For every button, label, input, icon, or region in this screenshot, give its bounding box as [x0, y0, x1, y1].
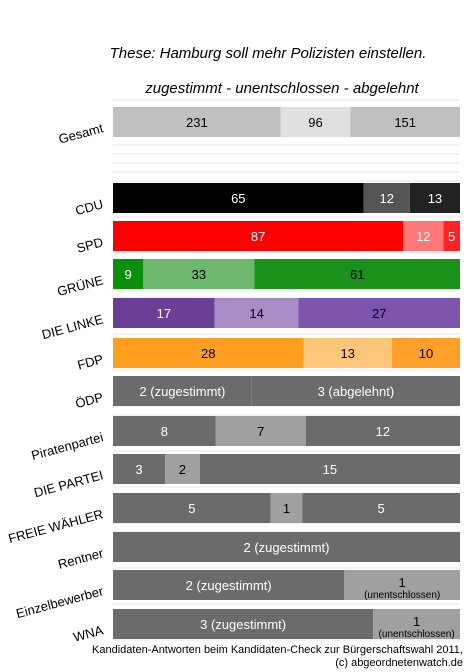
bar-segment-unentschlossen	[280, 107, 351, 137]
category-label: FREIE WÄHLER	[7, 506, 105, 546]
bar-segment-zugestimmt	[113, 107, 281, 137]
category-label: FDP	[76, 351, 105, 372]
bar-value-label: 14	[249, 306, 263, 321]
bar-segment-unentschlossen	[373, 609, 460, 639]
bar-value-label: 2	[179, 462, 186, 477]
bar-value-label: 3 (abgelehnt)	[318, 384, 395, 399]
bar-value-label: 5	[378, 501, 385, 516]
bar-segment-unentschlossen	[303, 338, 392, 368]
bar-value-label: 17	[157, 306, 171, 321]
bar-segment-zugestimmt	[113, 570, 345, 600]
bar-value-label: 151	[394, 115, 416, 130]
bar-value-label: 2 (zugestimmt)	[186, 578, 272, 593]
bar-value-label: 2 (zugestimmt)	[244, 540, 330, 555]
bar-segment-unentschlossen	[270, 493, 303, 523]
bar-value-label: 13	[428, 191, 442, 206]
bar-segment-abgelehnt	[251, 376, 460, 406]
bar-value-label: 12	[416, 229, 430, 244]
bar-value-label: 87	[251, 229, 265, 244]
bar-value-label: 61	[350, 267, 364, 282]
bar-segment-unentschlossen	[344, 570, 460, 600]
bar-value-label: 2 (zugestimmt)	[139, 384, 225, 399]
bar-segment-zugestimmt	[113, 376, 252, 406]
bar-segment-zugestimmt	[113, 454, 166, 484]
bar-segment-zugestimmt	[113, 493, 271, 523]
bar-segment-zugestimmt	[113, 298, 215, 328]
bar-value-label: 15	[323, 462, 337, 477]
bar-segment-abgelehnt	[391, 338, 460, 368]
bar-segment-unentschlossen	[143, 259, 255, 289]
bar-segment-zugestimmt	[113, 416, 216, 446]
bar-segment-abgelehnt	[254, 259, 460, 289]
category-label: Rentner	[56, 545, 105, 572]
bar-segment-zugestimmt	[113, 183, 364, 213]
bar-value-label: 9	[125, 267, 132, 282]
bar-segment-abgelehnt	[350, 107, 460, 137]
category-label: Piratenpartei	[30, 429, 105, 463]
bar-value-label: 33	[192, 267, 206, 282]
bar-segment-abgelehnt	[443, 221, 460, 251]
bar-value-label: 3	[135, 462, 142, 477]
bar-value-label: 96	[308, 115, 322, 130]
bar-segment-zugestimmt	[113, 221, 404, 251]
category-labels: Gesamt CDU SPD GRÜNE DIE LINKE FDP ÖDP Piratenp…	[7, 120, 106, 644]
bar-value-label: 8	[161, 424, 168, 439]
bar-value-label: 28	[201, 346, 215, 361]
category-label: ÖDP	[74, 389, 105, 411]
bar-segment-abgelehnt	[199, 454, 460, 484]
bar-segment-unentschlossen	[165, 454, 200, 484]
bar-segment-zugestimmt	[113, 259, 144, 289]
category-label: DIE LINKE	[40, 311, 105, 342]
category-label: DIE PARTEI	[32, 467, 105, 500]
bar-value-label: 1 (unentschlossen)	[364, 575, 440, 601]
category-label: Einzelbewerber	[14, 583, 105, 621]
bar-value-label: 27	[372, 306, 386, 321]
bar-value-label: 12	[380, 191, 394, 206]
bar-segment-unentschlossen	[403, 221, 444, 251]
bar-value-label: 1	[283, 501, 290, 516]
category-label: CDU	[74, 196, 105, 218]
bar-value-label: 5	[188, 501, 195, 516]
bar-value-label: 3 (zugestimmt)	[200, 617, 286, 632]
bar-segment-zugestimmt	[113, 609, 374, 639]
bar-segment-unentschlossen	[214, 298, 299, 328]
category-label: Gesamt	[57, 120, 105, 146]
footer-line-2: (c) abgeordnetenwatch.de	[335, 657, 463, 669]
bar-segment-zugestimmt	[113, 532, 460, 562]
bar-value-label: 231	[186, 115, 208, 130]
bar-segment-abgelehnt	[305, 416, 460, 446]
category-label: WNA	[72, 622, 105, 644]
bar-value-label: 13	[341, 346, 355, 361]
bar-value-label: 7	[257, 424, 264, 439]
category-label: GRÜNE	[56, 272, 106, 299]
category-label: SPD	[75, 234, 105, 255]
bar-value-label: 12	[376, 424, 390, 439]
bar-segment-unentschlossen	[363, 183, 410, 213]
chart-subtitle: zugestimmt - unentschlossen - abgelehnt	[144, 80, 419, 97]
bar-value-label: 10	[419, 346, 433, 361]
bar-value-label: 1 (unentschlossen)	[379, 614, 455, 640]
bar-segment-zugestimmt	[113, 338, 304, 368]
bar-segment-abgelehnt	[302, 493, 460, 523]
bar-value-label: 5	[448, 229, 455, 244]
footer-line-1: Kandidaten-Antworten beim Kandidaten-Che…	[92, 644, 463, 656]
bar-value-label: 65	[231, 191, 245, 206]
bar-segment-abgelehnt	[298, 298, 460, 328]
bar-segment-unentschlossen	[215, 416, 306, 446]
chart-title: These: Hamburg soll mehr Polizisten eins…	[110, 45, 427, 62]
bar-segment-abgelehnt	[409, 183, 460, 213]
